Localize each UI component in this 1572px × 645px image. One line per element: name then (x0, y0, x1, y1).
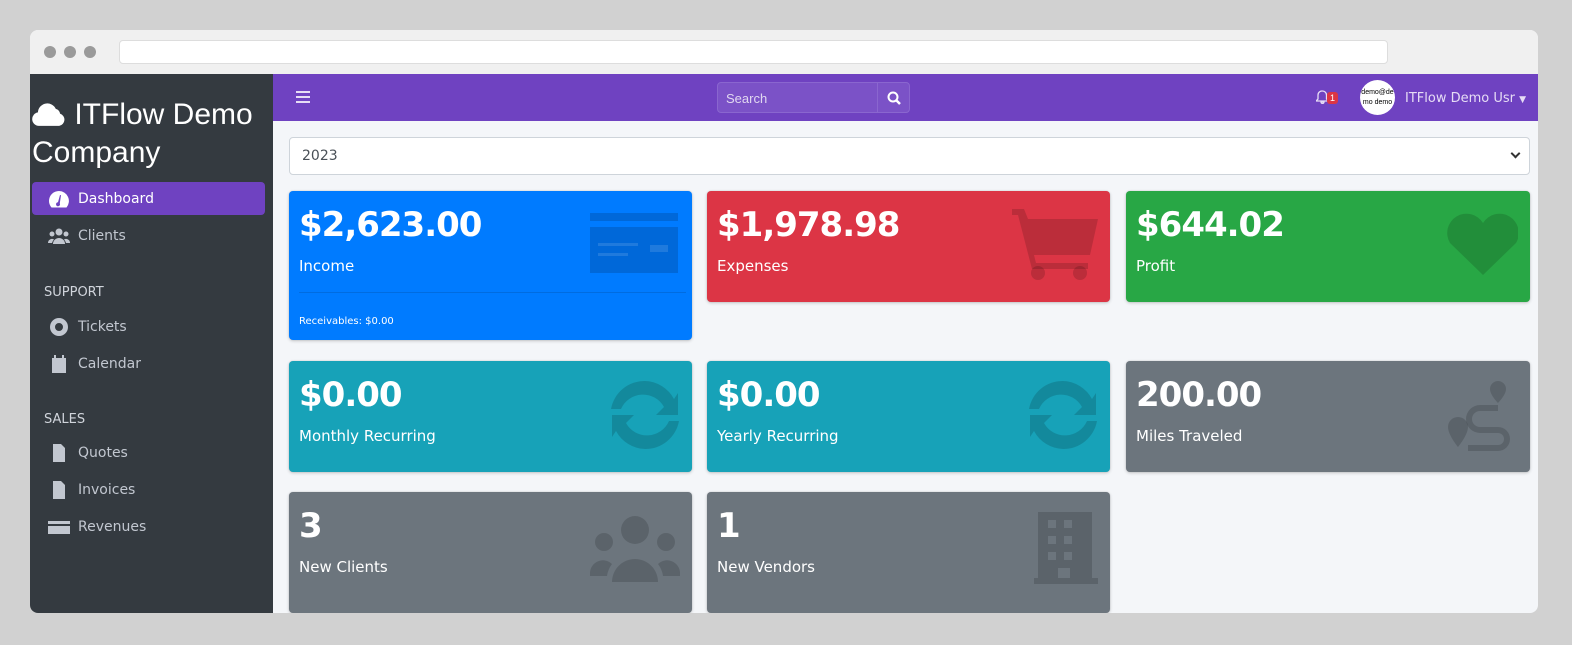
sidebar-item-dashboard[interactable]: Dashboard (32, 182, 265, 215)
card-value: 3 (299, 506, 323, 546)
card-value: 1 (717, 506, 741, 546)
top-navbar: Search 1 demo@demo demo ITFlow Demo Usr … (273, 74, 1538, 121)
chevron-down-icon (1510, 148, 1521, 159)
card-value: $644.02 (1136, 205, 1285, 245)
file-icon (53, 443, 65, 462)
sidebar-item-tickets[interactable]: Tickets (32, 310, 265, 343)
search-form: Search (717, 82, 910, 113)
calendar-icon (52, 354, 66, 373)
sidebar-item-label: Clients (78, 227, 126, 244)
window-dot[interactable] (44, 46, 56, 58)
brand[interactable]: ITFlow Demo Company (32, 96, 272, 174)
sync-icon (611, 380, 679, 450)
card-label: Yearly Recurring (717, 427, 839, 445)
card-label: Profit (1136, 257, 1176, 275)
monthly-recurring-card[interactable]: $0.00 Monthly Recurring (289, 361, 692, 472)
menu-toggle-icon[interactable] (296, 91, 310, 103)
users-icon (590, 516, 680, 582)
sidebar-item-calendar[interactable]: Calendar (32, 347, 265, 380)
cloud-icon (32, 103, 65, 126)
card-label: Income (299, 257, 355, 275)
caret-down-icon: ▼ (1519, 95, 1527, 105)
sidebar-item-quotes[interactable]: Quotes (32, 436, 265, 469)
miles-traveled-card[interactable]: 200.00 Miles Traveled (1126, 361, 1530, 472)
browser-chrome (30, 30, 1538, 74)
route-icon (1448, 381, 1510, 451)
file-invoice-dollar-icon (53, 480, 65, 499)
search-input[interactable]: Search (726, 91, 768, 106)
sidebar-item-label: Dashboard (78, 190, 154, 207)
card-label: New Vendors (717, 558, 815, 576)
income-card[interactable]: $2,623.00 Income Receivables: $0.00 (289, 191, 692, 340)
cart-icon (1012, 209, 1098, 280)
yearly-recurring-card[interactable]: $0.00 Yearly Recurring (707, 361, 1110, 472)
year-select-value: 2023 (302, 148, 338, 164)
sync-icon (1029, 380, 1097, 450)
sidebar-item-label: Revenues (78, 518, 147, 535)
sidebar-item-label: Calendar (78, 355, 141, 372)
brand-name: ITFlow Demo Company (32, 98, 253, 169)
search-icon (887, 91, 901, 105)
card-divider (299, 292, 686, 293)
card-value: $1,978.98 (717, 205, 900, 245)
sidebar-item-label: Invoices (78, 481, 136, 498)
address-bar[interactable] (119, 40, 1388, 64)
new-clients-card[interactable]: 3 New Clients (289, 492, 692, 613)
receivables-text: Receivables: $0.00 (299, 316, 394, 327)
dashboard-icon (49, 190, 69, 207)
life-ring-icon (50, 317, 68, 336)
user-menu[interactable]: ITFlow Demo Usr ▼ (1405, 91, 1526, 106)
card-value: $0.00 (717, 375, 821, 415)
new-vendors-card[interactable]: 1 New Vendors (707, 492, 1110, 613)
user-name: ITFlow Demo Usr (1405, 91, 1515, 106)
section-header-support: SUPPORT (44, 285, 104, 300)
browser-window: ITFlow Demo Company Dashboard Clients SU… (30, 30, 1538, 613)
sidebar-item-invoices[interactable]: Invoices (32, 473, 265, 506)
card-value: 200.00 (1136, 375, 1262, 415)
credit-card-icon (590, 213, 678, 273)
window-dot[interactable] (84, 46, 96, 58)
search-button[interactable] (877, 83, 909, 112)
card-label: Expenses (717, 257, 789, 275)
sidebar-item-label: Quotes (78, 444, 128, 461)
heart-icon (1447, 213, 1518, 275)
card-label: Monthly Recurring (299, 427, 436, 445)
sidebar: ITFlow Demo Company Dashboard Clients SU… (30, 74, 273, 613)
credit-card-icon (48, 520, 70, 534)
window-dot[interactable] (64, 46, 76, 58)
sidebar-item-label: Tickets (78, 318, 127, 335)
card-label: New Clients (299, 558, 388, 576)
card-value: $2,623.00 (299, 205, 482, 245)
sidebar-item-clients[interactable]: Clients (32, 219, 265, 252)
card-label: Miles Traveled (1136, 427, 1243, 445)
users-icon (48, 228, 70, 244)
expenses-card[interactable]: $1,978.98 Expenses (707, 191, 1110, 302)
profit-card[interactable]: $644.02 Profit (1126, 191, 1530, 302)
sidebar-item-revenues[interactable]: Revenues (32, 510, 265, 543)
section-header-sales: SALES (44, 412, 86, 427)
avatar[interactable]: demo@demo demo (1360, 80, 1395, 115)
bell-icon[interactable] (1316, 90, 1329, 104)
notification-badge: 1 (1327, 92, 1339, 104)
year-select[interactable]: 2023 (289, 137, 1530, 175)
building-icon (1034, 512, 1098, 584)
card-value: $0.00 (299, 375, 403, 415)
